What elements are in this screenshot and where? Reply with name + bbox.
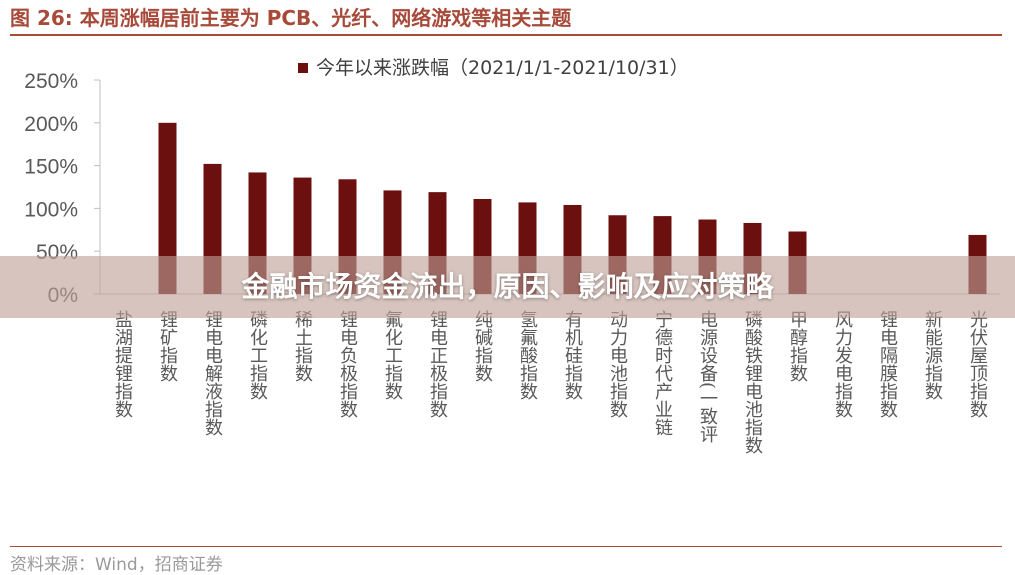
x-tick-label: 新能源指数 [922, 310, 943, 400]
figure-title: 图 26: 本周涨幅居前主要为 PCB、光纤、网络游戏等相关主题 [10, 6, 572, 30]
x-tick-label: 宁德时代产业链 [652, 310, 673, 436]
x-tick-label: 光伏屋顶指数 [967, 310, 988, 418]
x-tick-label: 电源设备(一致评 [697, 310, 718, 443]
bar [158, 122, 177, 294]
x-tick-label: 锂电正极指数 [427, 310, 448, 418]
x-tick-label: 稀土指数 [292, 310, 313, 382]
x-tick-label: 甲醇指数 [787, 310, 808, 382]
legend-label: 今年以来涨跌幅（2021/1/1-2021/10/31） [316, 57, 689, 79]
x-tick-label: 氢氟酸指数 [517, 310, 538, 400]
y-tick-label: 200% [24, 113, 78, 136]
x-tick-label: 磷酸铁锂电池指数 [742, 310, 763, 454]
x-tick-label: 锂电隔膜指数 [877, 310, 898, 418]
title-divider [10, 34, 1002, 36]
source-divider [10, 546, 1002, 547]
source-note: 资料来源：Wind，招商证券 [10, 555, 223, 575]
legend-swatch [298, 63, 308, 73]
x-tick-label: 锂电电解液指数 [202, 310, 223, 436]
x-tick-label: 风力发电指数 [832, 310, 853, 418]
x-tick-label: 磷化工指数 [247, 310, 268, 400]
y-tick-label: 100% [24, 198, 78, 221]
x-tick-label: 锂电负极指数 [337, 310, 358, 418]
overlay-banner [0, 256, 1015, 318]
x-tick-label: 纯碱指数 [472, 310, 493, 382]
overlay-banner-text: 金融市场资金流出，原因、影响及应对策略 [241, 270, 774, 303]
x-tick-label: 有机硅指数 [562, 310, 583, 400]
y-tick-label: 250% [24, 70, 78, 93]
x-tick-label: 氟化工指数 [382, 310, 403, 400]
x-tick-label: 盐湖提锂指数 [112, 310, 133, 418]
x-tick-label: 动力电池指数 [607, 310, 628, 418]
y-tick-label: 150% [24, 156, 78, 179]
x-tick-label: 锂矿指数 [157, 310, 178, 382]
